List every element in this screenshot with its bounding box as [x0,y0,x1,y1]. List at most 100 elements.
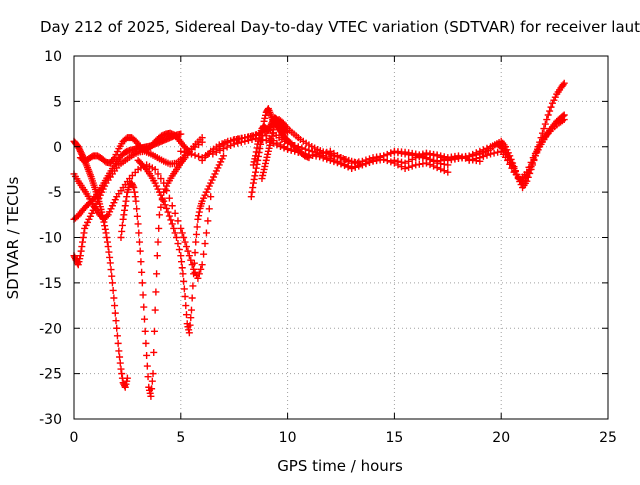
data-point [154,170,162,178]
data-point [163,204,171,212]
data-point [180,285,188,293]
data-point [184,247,192,255]
data-point [178,264,186,272]
data-point [131,193,139,201]
data-point [244,136,252,144]
data-point [182,144,190,152]
data-point [101,225,109,233]
data-point [476,147,484,155]
data-point [115,347,123,355]
data-point [101,222,109,230]
data-point [185,252,193,260]
data-point [111,302,119,310]
data-point [276,142,284,150]
data-point [177,224,185,232]
series-arc-4 [134,152,228,337]
data-point [337,160,345,168]
data-point [116,353,124,361]
data-point [109,286,117,294]
data-point [195,152,203,160]
data-point [356,160,364,168]
data-point [138,268,146,276]
x-tick-label: 10 [279,430,297,446]
data-point [200,250,208,258]
data-point [287,146,295,154]
data-point [444,168,452,176]
data-point [405,163,413,171]
data-point [241,137,249,145]
data-point [143,362,151,370]
data-point [191,151,199,159]
y-tick-label: 5 [53,94,62,110]
data-point [105,248,113,256]
data-point [177,252,185,260]
data-point [469,155,477,163]
data-point [135,229,143,237]
data-point [188,294,196,302]
data-point [102,229,110,237]
data-point [185,329,193,337]
data-point [201,240,209,248]
data-point [408,155,416,163]
data-point [483,144,491,152]
data-point [195,208,203,216]
data-point [138,279,146,287]
data-point [316,153,324,161]
data-point [544,111,552,119]
data-point [527,158,535,166]
data-point [390,156,398,164]
data-point [113,332,121,340]
data-point [141,327,149,335]
data-point [180,277,188,285]
data-point [74,259,82,267]
data-point [534,145,542,153]
data-point [212,148,220,156]
data-point [174,240,182,248]
data-point [227,142,235,150]
axis-ticks: 0 5 10 15 20 25 -30 -25 -20 -15 -10 -5 0 5 10 [39,49,617,446]
x-tick-label: 0 [70,430,79,446]
data-point [401,159,409,167]
data-point [344,163,352,171]
data-point [121,202,129,210]
data-point [508,164,516,172]
data-points [70,79,568,400]
data-point [251,172,259,180]
data-point [129,182,137,190]
data-point [504,156,512,164]
data-point [131,188,139,196]
data-point [184,149,192,157]
data-point [174,217,182,225]
data-point [167,216,175,224]
data-point [223,143,231,151]
x-tick-label: 20 [492,430,510,446]
data-point [186,321,194,329]
data-point [426,155,434,163]
y-tick-label: -20 [39,321,62,337]
data-point [207,193,215,201]
data-point [150,348,158,356]
x-tick-label: 25 [599,430,617,446]
data-point [182,311,190,319]
data-point [472,155,480,163]
data-point [151,306,159,314]
data-point [430,156,438,164]
data-point [117,365,125,373]
data-point [193,223,201,231]
data-point [142,339,150,347]
data-point [408,162,416,170]
data-point [487,150,495,158]
data-point [387,158,395,166]
data-point [547,103,555,111]
data-point [237,138,245,146]
data-point [160,197,168,205]
data-point [220,152,228,160]
data-point [181,292,189,300]
data-point [157,203,165,211]
data-point [383,157,391,165]
data-point [198,134,206,142]
data-point [479,146,487,154]
y-tick-label: 10 [44,49,62,65]
